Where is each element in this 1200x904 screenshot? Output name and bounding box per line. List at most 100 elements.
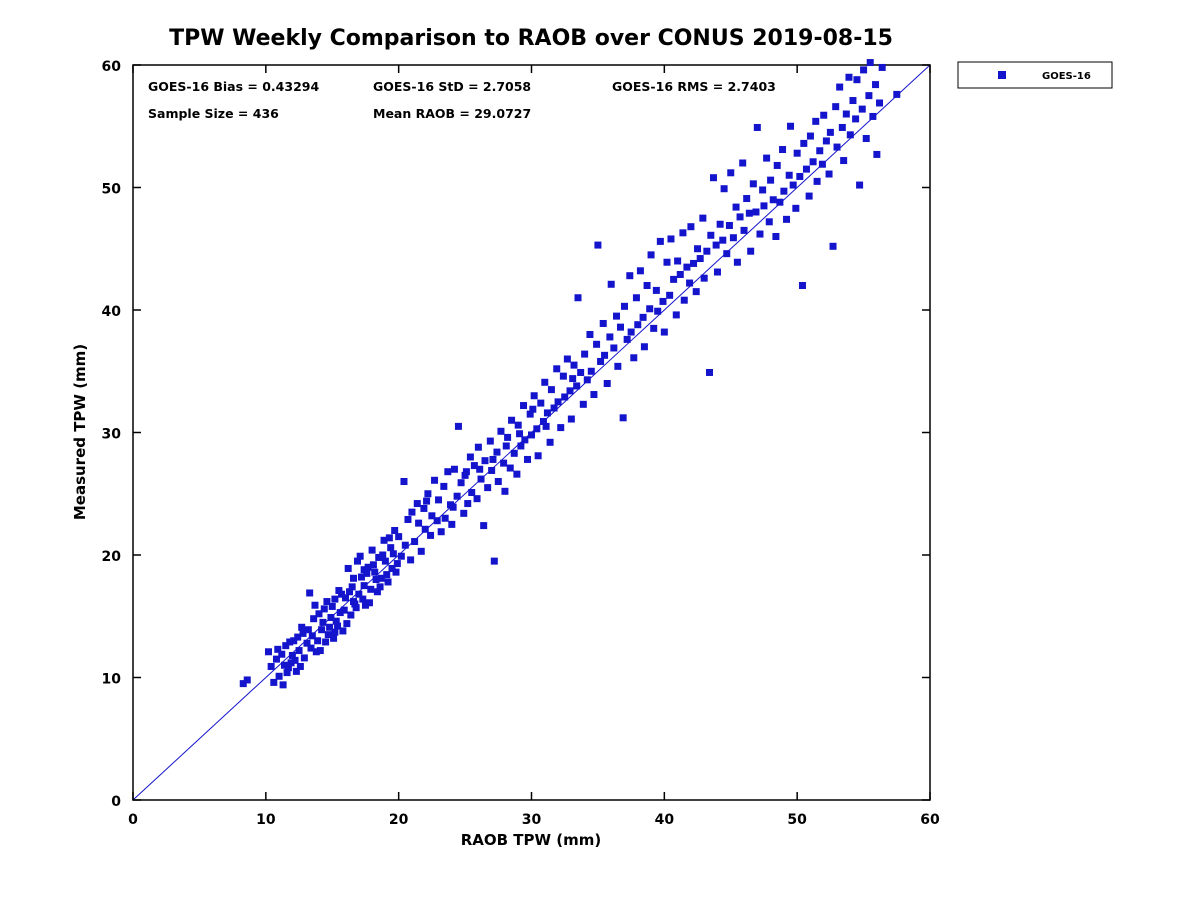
scatter-point [716,220,724,228]
scatter-point [759,186,767,194]
scatter-point [753,123,761,131]
scatter-point [437,528,445,536]
scatter-point [287,659,295,667]
scatter-point [712,241,720,249]
scatter-point [699,214,707,222]
scatter-point [279,681,287,689]
scatter-point [533,425,541,433]
scatter-point [783,215,791,223]
scatter-point [852,115,860,123]
scatter-point [453,492,461,500]
scatter-point [500,459,508,467]
scatter-point [360,566,368,574]
scatter-point [476,465,484,473]
scatter-point [526,410,534,418]
scatter-point [610,344,618,352]
scatter-point [606,333,614,341]
x-axis-label: RAOB TPW (mm) [461,831,602,849]
scatter-point [528,431,535,439]
scatter-point [506,464,514,472]
scatter-point [627,328,635,336]
scatter-point [308,632,316,640]
scatter-point [587,367,595,375]
scatter-point [705,368,713,376]
scatter-point [385,534,393,542]
scatter-point [356,552,364,560]
stat-std: GOES-16 StD = 2.7058 [373,79,531,94]
scatter-point [541,378,549,386]
scatter-point [583,376,591,384]
scatter-point [789,181,797,189]
scatter-point [350,574,358,582]
scatter-point [466,453,474,461]
scatter-point [493,448,501,456]
scatter-point [872,81,880,89]
scatter-point [696,255,704,263]
scatter-point [421,525,429,533]
scatter-point [793,149,801,157]
scatter-point [643,282,651,289]
scatter-point [344,564,352,572]
scatter-point [573,382,581,390]
scatter-point [760,202,768,210]
scatter-point [275,672,283,680]
scatter-point [295,647,303,655]
scatter-point [514,421,522,429]
scatter-point [427,531,435,539]
scatter-point [660,328,668,336]
scatter-point [448,520,456,528]
scatter-point [239,680,247,688]
scatter-point [330,634,338,642]
scatter-point [380,536,388,544]
scatter-point [659,297,667,305]
scatter-point [361,601,369,609]
scatter-point [504,433,512,441]
x-tick-label: 20 [389,812,409,828]
scatter-point [307,644,315,652]
scatter-point [865,92,873,100]
scatter-point [601,351,609,359]
scatter-point [488,466,496,474]
scatter-point [435,496,443,504]
scatter-point [468,489,476,497]
scatter-point [304,626,312,634]
scatter-point [866,59,874,67]
scatter-point [371,568,379,576]
scatter-point [690,259,698,267]
scatter-point [296,662,304,670]
scatter-point [550,404,558,412]
y-axis-label: Measured TPW (mm) [71,344,89,520]
scatter-point [579,400,587,408]
scatter-point [822,137,830,145]
scatter-point [424,490,432,498]
scatter-point [542,422,550,430]
scatter-point [687,223,695,231]
scatter-point [508,416,516,424]
stat-rms: GOES-16 RMS = 2.7403 [612,79,776,94]
scatter-point [280,661,288,669]
scatter-point [654,307,662,315]
scatter-point [243,676,251,684]
scatter-point [833,143,841,151]
scatter-point [845,73,853,81]
scatter-point [785,171,793,179]
scatter-point [846,131,854,139]
scatter-point [431,476,439,484]
scatter-point [331,628,339,636]
scatter-point [480,522,488,530]
scatter-point [513,470,521,478]
scatter-point [694,245,702,253]
scatter-point [462,468,470,476]
scatter-point [640,343,648,351]
scatter-point [350,598,358,606]
scatter-point [825,170,833,178]
scatter-point [365,599,373,607]
scatter-point [464,500,472,508]
scatter-point [379,551,387,559]
scatter-point [320,605,328,613]
scatter-point [441,514,449,522]
scatter-point [397,552,405,560]
scatter-point [338,590,346,598]
scatter-point [270,678,278,686]
